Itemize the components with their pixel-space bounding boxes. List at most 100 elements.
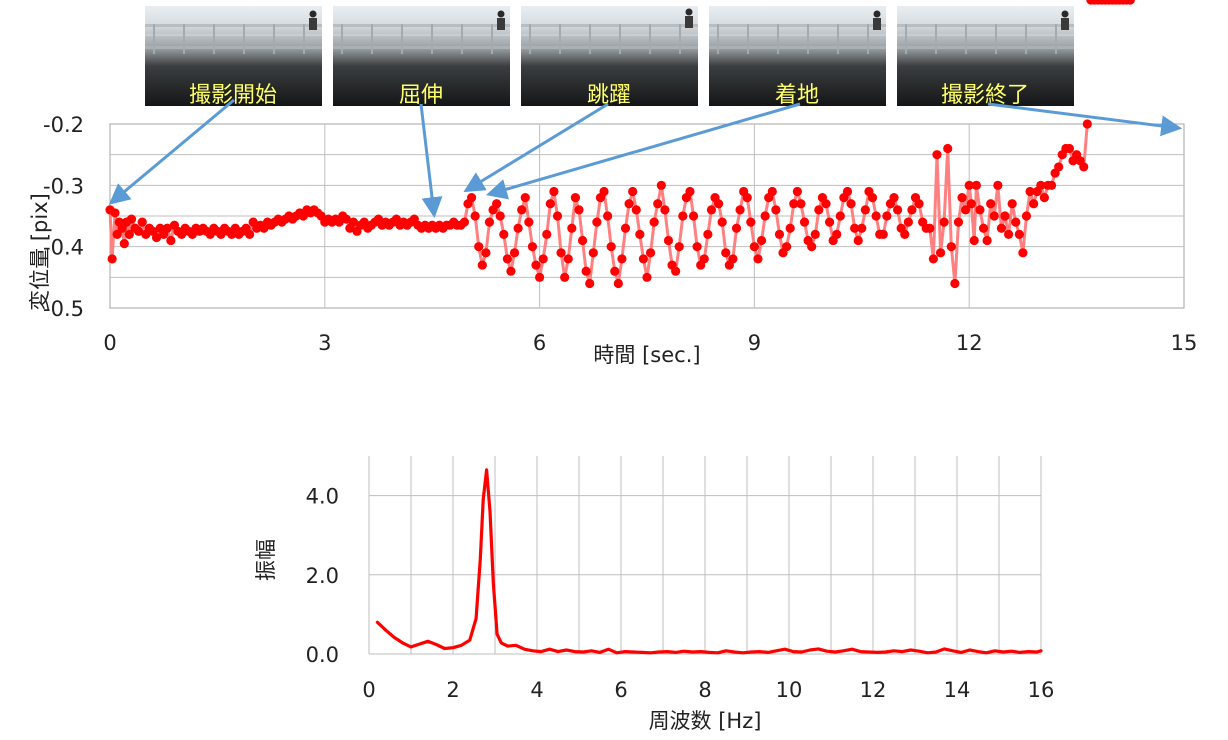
spectrum-y-tick: 0.0 [306, 643, 339, 667]
displacement-point [971, 180, 981, 190]
displacement-point [567, 223, 577, 233]
displacement-point [807, 242, 817, 252]
displacement-point [946, 242, 956, 252]
video-frames: 撮影開始 屈伸 跳躍 着地 撮影終了 [145, 6, 1074, 108]
displacement-point [631, 205, 641, 215]
displacement-point [552, 211, 563, 221]
spectrum-grid [368, 456, 1042, 655]
displacement-tick-labels: 0 3 6 9 12 15 -0.2 -0.3 -0.4 -0.5 [43, 113, 1197, 355]
displacement-point [502, 254, 512, 264]
displacement-point [996, 223, 1007, 233]
displacement-point [1125, 0, 1135, 5]
frame-label-1: 撮影開始 [189, 83, 277, 108]
spectrum-x-tick: 14 [944, 678, 971, 702]
displacement-x-tick: 12 [956, 331, 983, 355]
displacement-point [542, 229, 552, 239]
displacement-point [939, 217, 949, 227]
arrow-squat [419, 103, 443, 219]
displacement-point [882, 211, 892, 221]
displacement-y-tick: -0.5 [43, 297, 84, 321]
displacement-point [624, 199, 634, 209]
arrow-shoot-start [108, 98, 235, 205]
displacement-point [1000, 211, 1010, 221]
displacement-point [842, 186, 853, 197]
displacement-point [112, 229, 122, 239]
frame-label-2: 屈伸 [399, 83, 443, 108]
displacement-point [789, 199, 799, 209]
video-frame-5: 撮影終了 [897, 6, 1074, 108]
displacement-y-axis-label: 変位量 [pix] [28, 193, 52, 311]
video-frame-2: 屈伸 [333, 6, 510, 108]
annotation-arrows [108, 98, 1183, 219]
displacement-point [124, 229, 134, 239]
displacement-point [520, 193, 530, 203]
displacement-point [635, 229, 645, 239]
displacement-point [245, 229, 255, 239]
frame-label-5: 撮影終了 [941, 83, 1029, 108]
displacement-point [1029, 199, 1039, 209]
displacement-point [688, 211, 699, 221]
displacement-point [538, 254, 548, 264]
displacement-point [903, 217, 913, 227]
displacement-point [671, 266, 681, 276]
displacement-point [893, 205, 903, 215]
displacement-point [674, 242, 684, 252]
spectrum-y-tick: 2.0 [306, 564, 339, 588]
displacement-x-tick: 6 [533, 331, 546, 355]
displacement-point [714, 199, 724, 209]
video-frame-1: 撮影開始 [145, 6, 322, 108]
displacement-point [860, 205, 870, 215]
displacement-point [1018, 248, 1028, 258]
frame-label-3: 跳躍 [587, 83, 631, 108]
displacement-point [495, 211, 505, 221]
displacement-point [760, 211, 770, 221]
displacement-point [1021, 211, 1032, 221]
displacement-point [749, 242, 760, 252]
displacement-point [731, 223, 742, 233]
displacement-point [466, 193, 477, 203]
displacement-point [907, 205, 917, 215]
displacement-point [151, 232, 162, 243]
displacement-point [134, 226, 144, 236]
spectrum-y-tick: 4.0 [306, 485, 339, 509]
displacement-point [348, 217, 359, 227]
spectrum-x-tick: 10 [776, 678, 803, 702]
displacement-point [814, 205, 824, 215]
displacement-point [832, 229, 842, 239]
displacement-point [721, 248, 731, 258]
spectrum-line [375, 468, 1043, 655]
spectrum-x-tick: 8 [698, 678, 711, 702]
spectrum-x-tick: 2 [446, 678, 459, 702]
displacement-point [642, 272, 652, 282]
displacement-point [978, 223, 989, 233]
displacement-point [459, 217, 470, 227]
displacement-point [1079, 162, 1089, 172]
displacement-point [1046, 180, 1057, 190]
displacement-point [774, 229, 785, 239]
displacement-point [796, 199, 806, 209]
spectrum-x-axis-label: 周波数 [Hz] [649, 709, 762, 733]
displacement-point [563, 254, 573, 264]
displacement-point [110, 208, 120, 218]
displacement-point [746, 217, 756, 227]
displacement-point [853, 235, 863, 246]
displacement-point [785, 223, 795, 233]
displacement-point [513, 223, 523, 233]
arrow-jump [463, 102, 609, 193]
displacement-point [835, 211, 845, 221]
displacement-point [166, 235, 176, 246]
displacement-point [846, 199, 856, 209]
displacement-point [1025, 186, 1035, 197]
displacement-point [599, 186, 609, 197]
spectrum-x-tick: 6 [614, 678, 627, 702]
displacement-point [928, 254, 939, 264]
displacement-point [1003, 229, 1014, 239]
spectrum-x-tick: 16 [1028, 678, 1055, 702]
displacement-point [810, 229, 820, 239]
displacement-point [969, 235, 979, 246]
displacement-point [470, 211, 480, 221]
displacement-point [517, 205, 527, 215]
displacement-point [1007, 199, 1017, 209]
arrow-shoot-end [987, 102, 1183, 137]
displacement-point [771, 205, 781, 215]
